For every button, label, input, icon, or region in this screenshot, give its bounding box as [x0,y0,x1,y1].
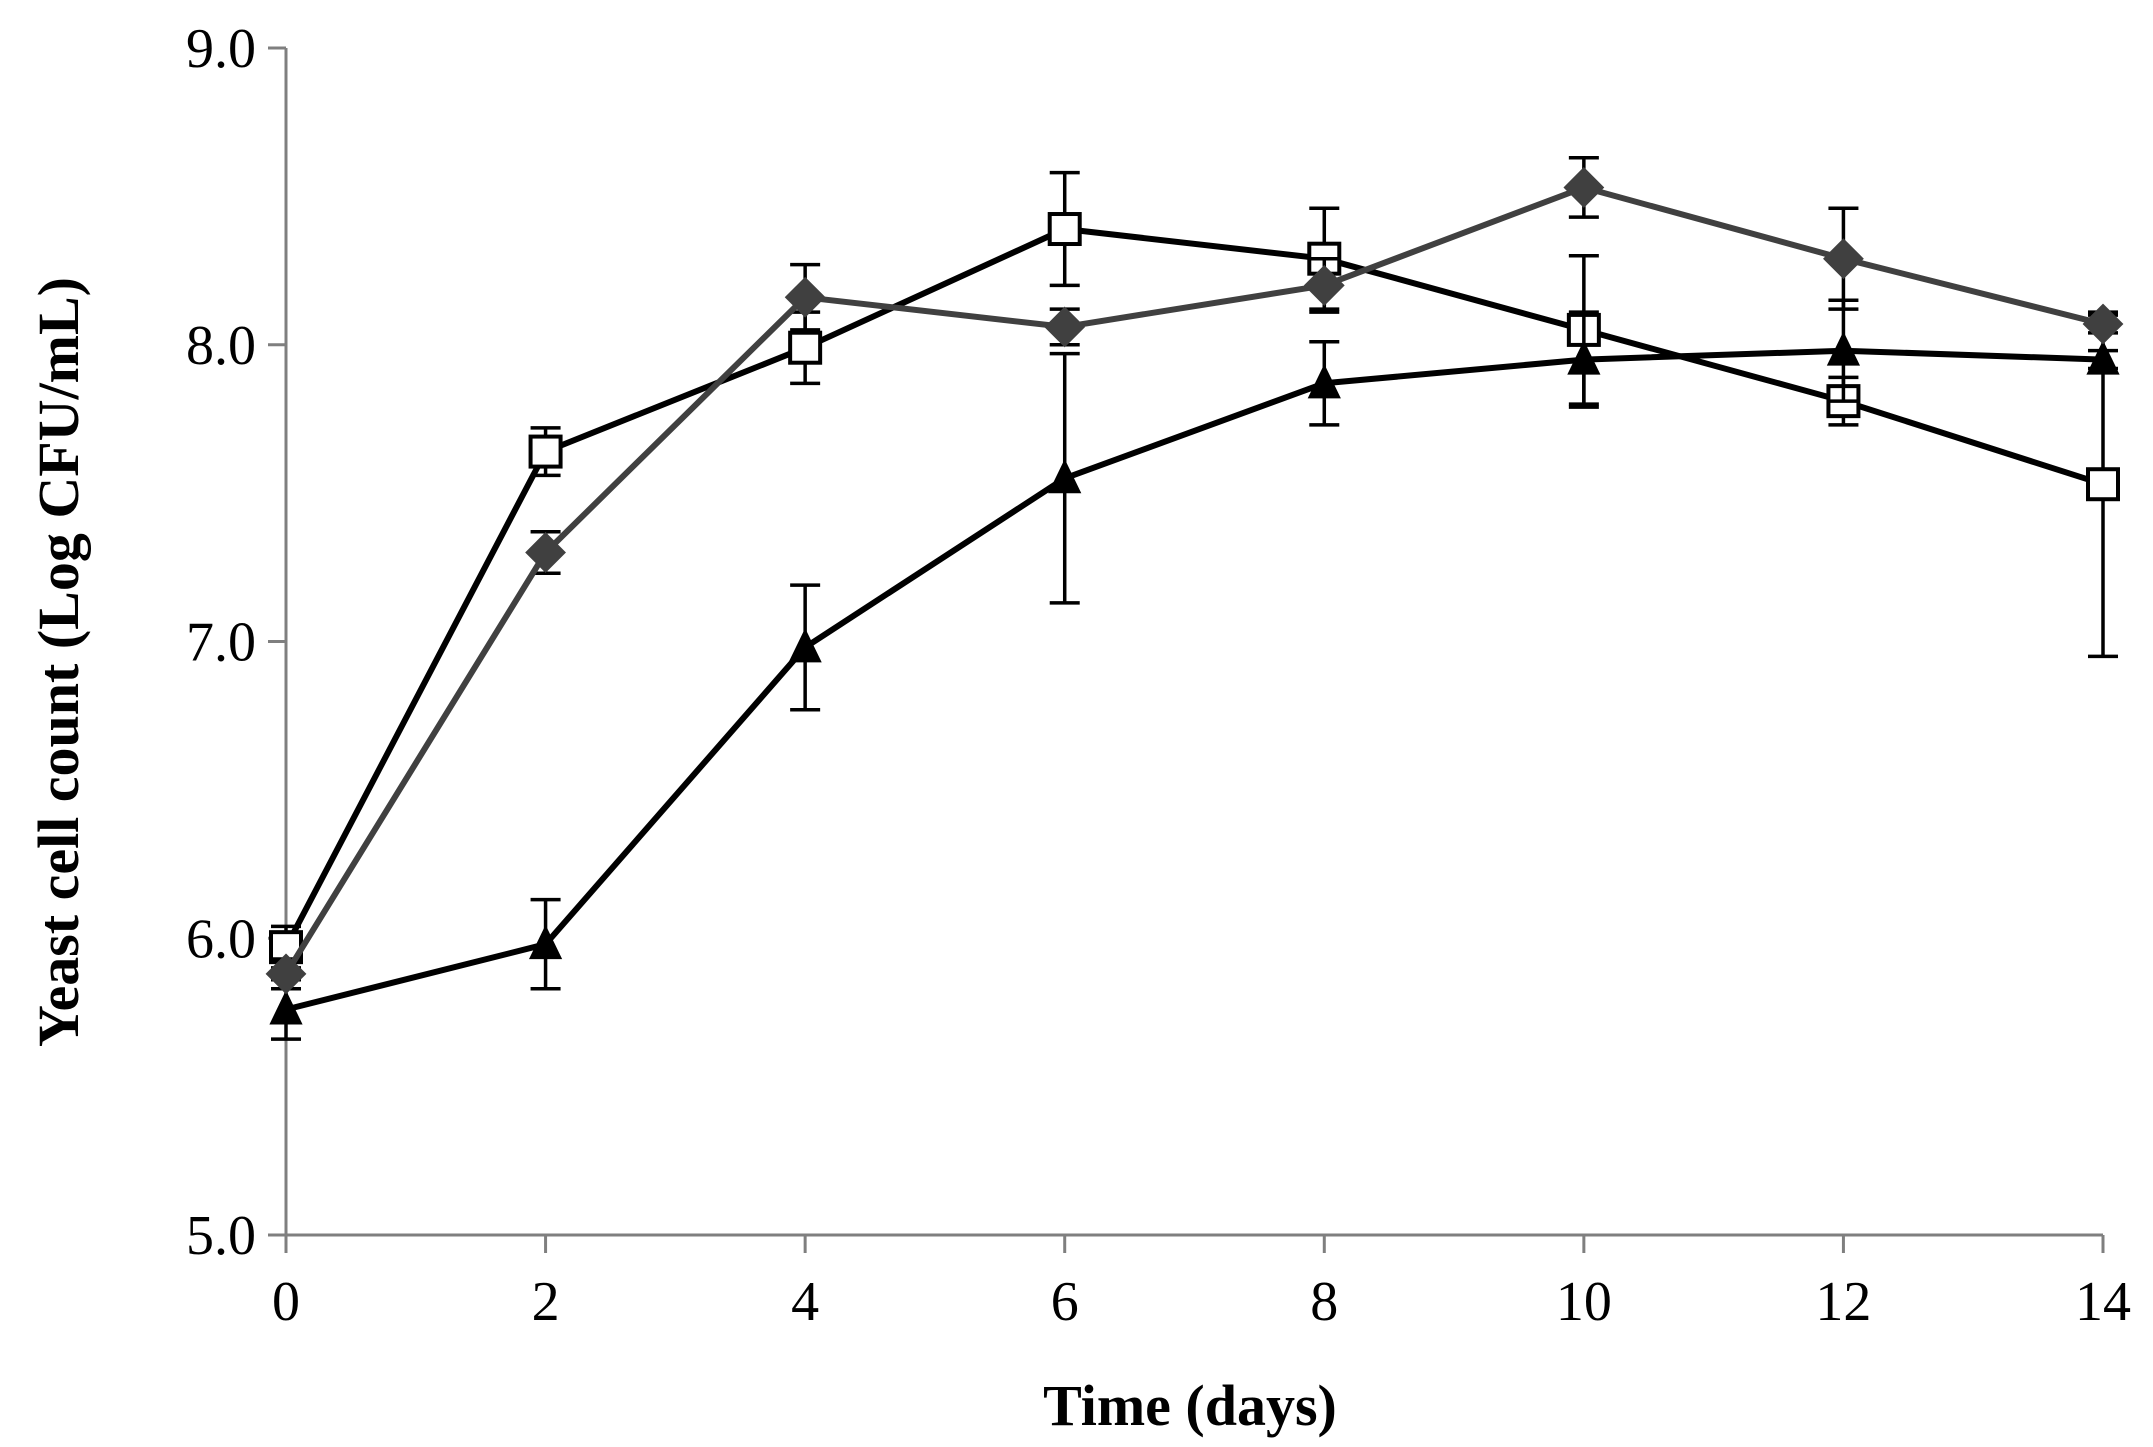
data-point [269,990,303,1025]
x-axis-title: Time (days) [1043,1373,1337,1438]
data-point [784,276,826,318]
data-point [2086,467,2120,502]
x-tick-label: 2 [532,1271,560,1333]
x-tick-label: 14 [2075,1271,2131,1333]
data-point [265,953,307,995]
data-point [1307,364,1341,399]
series-open-square [269,170,2120,970]
series-layer [265,156,2124,1041]
x-tick-label: 12 [1815,1271,1871,1333]
x-tick-label: 8 [1310,1271,1338,1333]
x-tick-label: 10 [1556,1271,1612,1333]
series-filled-diamond [265,156,2124,995]
series-line [283,226,2104,949]
data-point [1826,331,1861,366]
data-point [1047,212,1082,247]
x-tick-label: 6 [1051,1271,1079,1333]
data-point [1563,167,1605,208]
x-tick-label: 0 [272,1271,300,1333]
data-point [528,924,563,960]
y-tick-label: 8.0 [186,315,256,377]
series-line [285,347,2104,1013]
data-point [1048,458,1082,494]
data-point [788,330,823,365]
data-point [1567,340,1601,375]
data-point [525,532,566,573]
data-point [528,434,563,469]
y-tick-label: 9.0 [186,18,256,80]
data-point [2086,340,2120,375]
data-point [788,628,822,663]
data-point [1823,238,1864,280]
axes: 5.0 6.0 7.0 8.0 9.0 0 2 4 6 8 10 12 14 [186,18,2131,1333]
series-filled-triangle [269,298,2120,1041]
data-point [1044,306,1086,348]
y-tick-label: 7.0 [186,612,256,674]
series-line [283,184,2104,976]
y-axis-title: Yeast cell count (Log CFU/mL) [26,277,91,1047]
y-tick-label: 5.0 [186,1205,256,1267]
y-tick-label: 6.0 [186,908,256,970]
data-point [1303,264,1345,306]
data-point [2082,303,2124,345]
x-tick-label: 4 [791,1271,819,1333]
